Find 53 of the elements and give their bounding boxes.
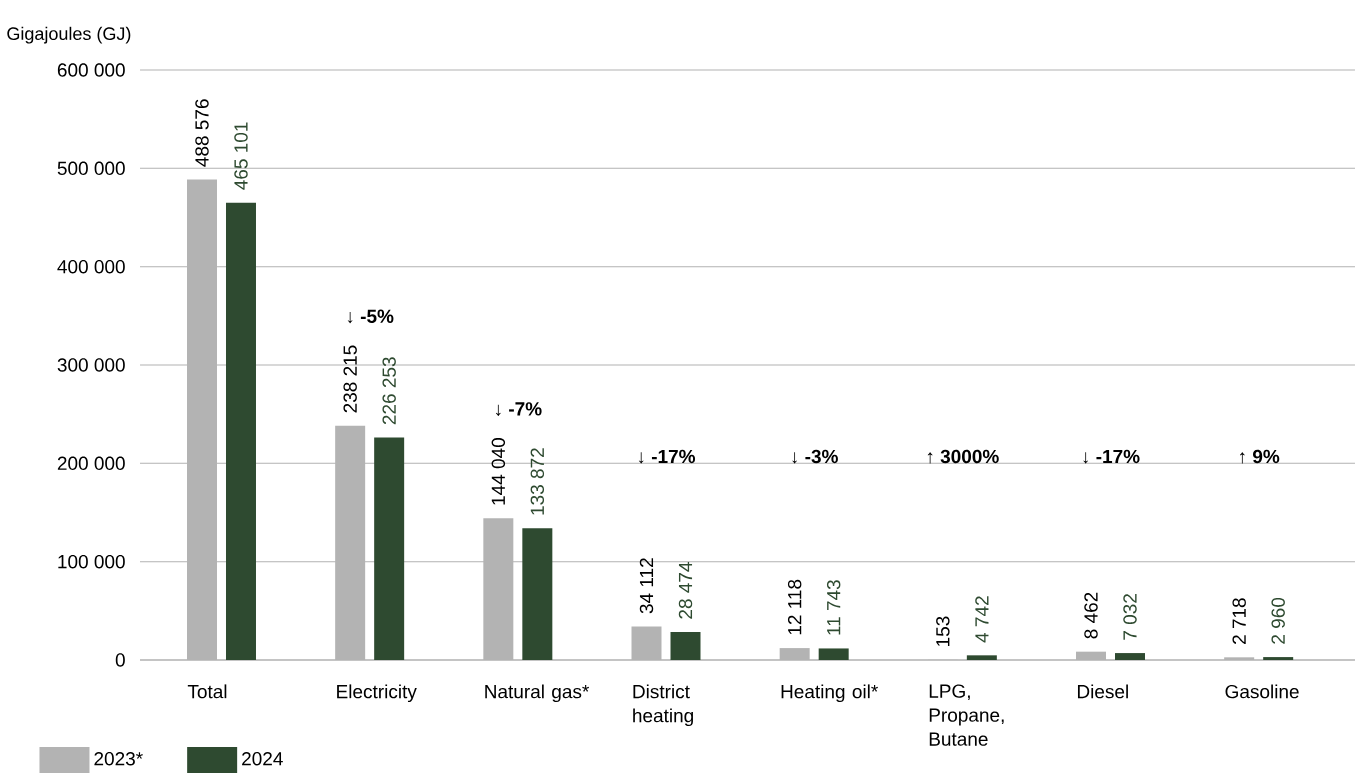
bar — [522, 528, 553, 660]
data-label: 144 040 — [491, 438, 506, 505]
y-tick-label: 200 000 — [57, 456, 125, 471]
y-tick-label: 400 000 — [57, 259, 125, 274]
data-label: 2 960 — [1271, 597, 1285, 644]
data-label: 12 118 — [787, 579, 802, 635]
data-label: 465 101 — [234, 122, 248, 190]
data-label: 226 253 — [382, 357, 396, 425]
data-label: 34 112 — [639, 558, 654, 614]
y-tick-label: 100 000 — [58, 554, 125, 569]
annotation: ↑ 3000% — [927, 449, 999, 464]
data-label: 8 462 — [1084, 592, 1098, 639]
data-label: 238 215 — [343, 345, 357, 413]
y-tick-label: 500 000 — [57, 161, 125, 176]
y-tick-label: 0 — [115, 653, 125, 667]
bar — [966, 655, 997, 660]
data-label: 153 — [936, 616, 950, 646]
annotation: ↓ -7% — [496, 402, 542, 416]
bar — [1076, 651, 1107, 660]
bar — [779, 648, 810, 660]
bar — [818, 648, 849, 660]
bar — [670, 631, 701, 660]
data-label: 4 742 — [975, 596, 989, 643]
x-tick-label: Natural gas* — [485, 684, 590, 703]
y-tick-label: 300 000 — [57, 358, 125, 372]
x-tick-label: Gasoline — [1225, 684, 1299, 699]
legend-label: 2024 — [242, 752, 283, 766]
annotation: ↑ 9% — [1240, 449, 1280, 464]
bar — [631, 626, 662, 660]
x-tick-label: Diesel — [1077, 684, 1128, 699]
data-label: 7 032 — [1123, 594, 1137, 640]
annotation: ↓ -17% — [1083, 449, 1140, 464]
x-tick-label: Electricity — [337, 684, 417, 703]
data-label: 28 474 — [678, 562, 693, 619]
bar — [374, 437, 405, 660]
annotation: ↓ -3% — [792, 449, 838, 464]
x-tick-label: LPG, Propane, Butane — [929, 684, 1004, 746]
annotation: ↓ -17% — [638, 449, 696, 464]
bar — [1115, 653, 1146, 660]
data-label: 2 718 — [1232, 598, 1246, 644]
x-tick-label: Total — [187, 684, 227, 699]
x-tick-label: District heating — [633, 684, 693, 727]
y-axis-title: Gigajoules (GJ) — [7, 26, 131, 44]
data-label: 133 872 — [530, 448, 545, 515]
bar — [1224, 657, 1255, 660]
y-tick-label: 600 000 — [57, 63, 125, 77]
bar — [1263, 657, 1294, 660]
data-label: 488 576 — [195, 99, 209, 167]
annotation: ↓ -5% — [347, 309, 394, 324]
bar — [226, 202, 256, 660]
legend-label: 2023* — [94, 752, 143, 766]
x-tick-label: Heating oil* — [781, 684, 878, 703]
data-label: 11 743 — [826, 580, 841, 635]
